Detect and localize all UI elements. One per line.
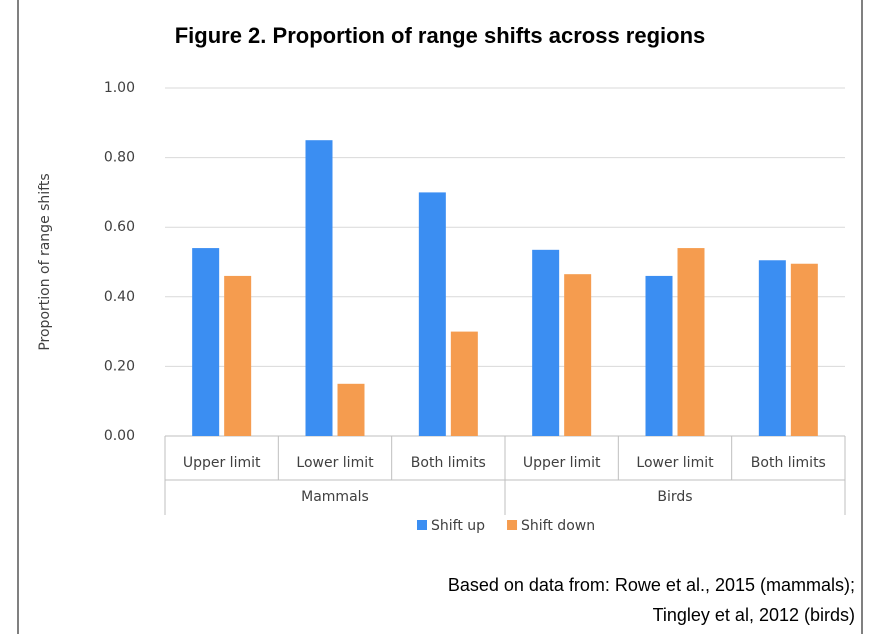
bar [192, 248, 220, 436]
y-axis-label: Proportion of range shifts [37, 173, 53, 350]
bar [450, 331, 478, 436]
x-tick-label: Lower limit [636, 455, 714, 471]
y-tick-label: 0.80 [104, 150, 135, 166]
group-label: Birds [657, 489, 692, 505]
bar [418, 192, 446, 436]
bar [564, 274, 592, 436]
y-tick-label: 1.00 [104, 80, 135, 96]
source-note: Based on data from: Rowe et al., 2015 (m… [448, 575, 855, 595]
bar [790, 263, 818, 436]
bar [305, 140, 333, 436]
bar [337, 383, 365, 436]
chart-title: Figure 2. Proportion of range shifts acr… [175, 23, 706, 48]
y-tick-label: 0.60 [104, 219, 135, 235]
y-tick-label: 0.00 [104, 428, 135, 444]
x-tick-label: Both limits [411, 455, 486, 471]
bar [677, 248, 705, 436]
group-label: Mammals [301, 489, 369, 505]
y-tick-label: 0.20 [104, 358, 135, 374]
x-tick-label: Both limits [751, 455, 826, 471]
source-note: Tingley et al, 2012 (birds) [653, 605, 855, 625]
bar [224, 275, 252, 436]
y-tick-label: 0.40 [104, 289, 135, 305]
legend-label: Shift up [431, 518, 485, 534]
x-tick-label: Lower limit [296, 455, 374, 471]
legend-swatch [417, 520, 427, 530]
x-tick-label: Upper limit [523, 455, 601, 471]
bar [758, 260, 786, 436]
legend-label: Shift down [521, 518, 595, 534]
x-tick-label: Upper limit [183, 455, 261, 471]
legend-swatch [507, 520, 518, 530]
bar [645, 275, 673, 436]
bar [532, 249, 560, 436]
